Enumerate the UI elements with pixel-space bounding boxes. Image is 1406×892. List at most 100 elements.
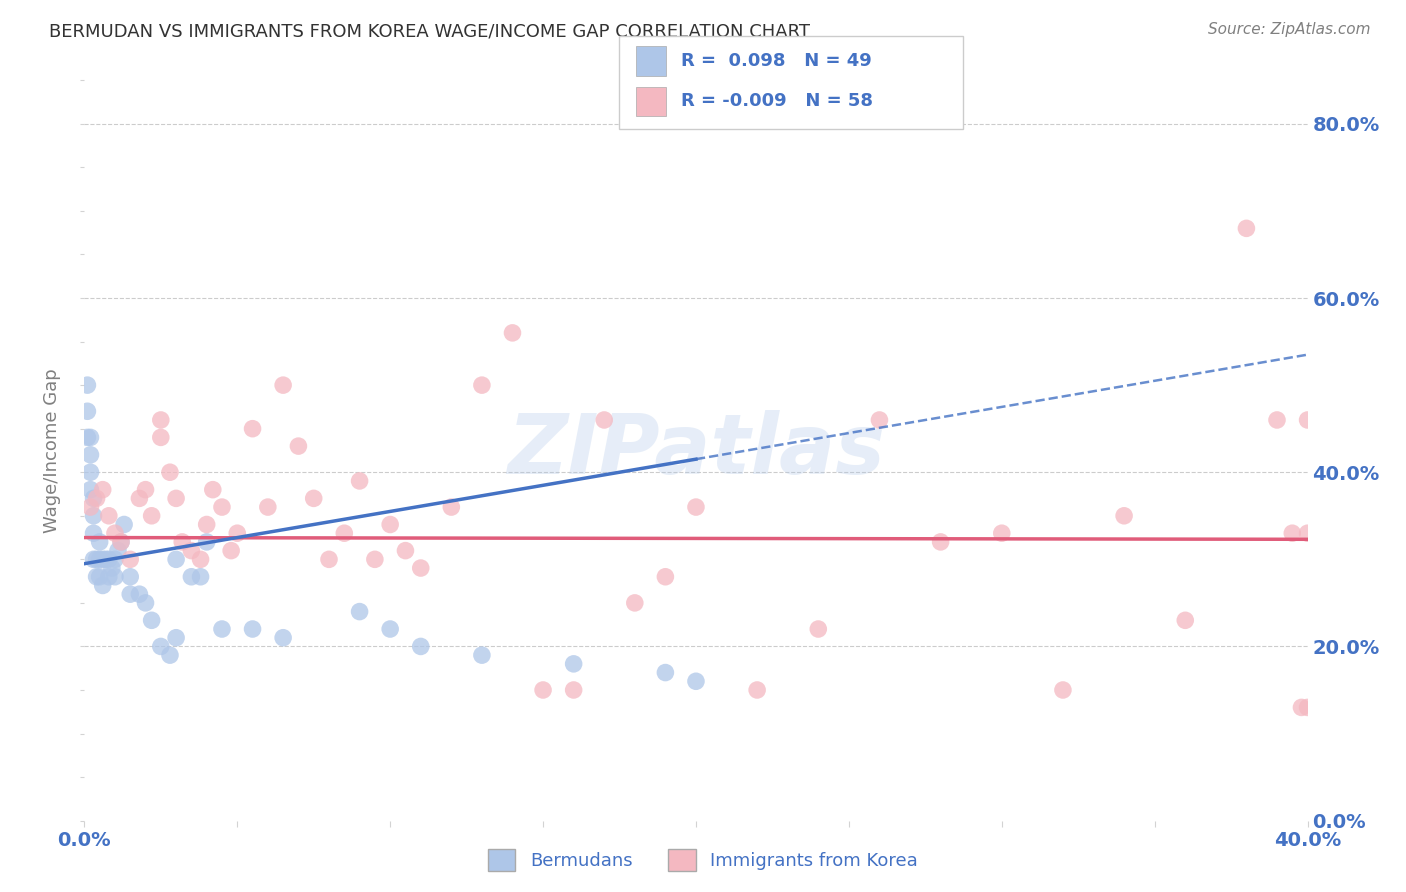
Point <box>1114 508 1136 523</box>
Point <box>79 483 101 497</box>
Point <box>380 622 402 636</box>
Point <box>190 552 212 566</box>
Point <box>380 517 402 532</box>
Point <box>531 683 554 698</box>
Point <box>349 605 371 619</box>
Text: Source: ZipAtlas.com: Source: ZipAtlas.com <box>1208 22 1371 37</box>
Point <box>869 413 891 427</box>
Point <box>128 491 150 506</box>
Point <box>149 413 172 427</box>
Point <box>593 413 616 427</box>
Point <box>97 552 120 566</box>
Point <box>89 535 111 549</box>
Point <box>86 552 108 566</box>
Point <box>83 552 105 566</box>
Point <box>685 674 707 689</box>
Point <box>333 526 356 541</box>
Point <box>141 613 163 627</box>
Point <box>991 526 1014 541</box>
Text: BERMUDAN VS IMMIGRANTS FROM KOREA WAGE/INCOME GAP CORRELATION CHART: BERMUDAN VS IMMIGRANTS FROM KOREA WAGE/I… <box>49 22 810 40</box>
Point <box>654 570 676 584</box>
Point <box>1296 413 1319 427</box>
Point <box>79 448 101 462</box>
Point <box>180 570 202 584</box>
Text: R =  0.098   N = 49: R = 0.098 N = 49 <box>681 52 872 70</box>
Point <box>654 665 676 680</box>
Point <box>94 552 117 566</box>
Point <box>172 535 194 549</box>
Point <box>211 622 233 636</box>
Point <box>409 561 432 575</box>
Point <box>1265 413 1288 427</box>
Point <box>79 430 101 444</box>
Point <box>120 587 142 601</box>
Point <box>364 552 387 566</box>
Point <box>1296 526 1319 541</box>
Point <box>318 552 340 566</box>
Point <box>83 526 105 541</box>
Point <box>79 500 101 514</box>
Point <box>89 570 111 584</box>
Point <box>110 535 132 549</box>
Point <box>287 439 309 453</box>
Point <box>624 596 647 610</box>
Point <box>135 483 157 497</box>
Point <box>104 526 127 541</box>
Point <box>242 622 264 636</box>
Point <box>562 683 585 698</box>
Point <box>195 535 218 549</box>
Point <box>104 570 127 584</box>
Point <box>83 491 105 506</box>
Point <box>165 552 187 566</box>
Point <box>91 552 114 566</box>
Point <box>83 508 105 523</box>
Point <box>112 517 135 532</box>
Point <box>120 570 142 584</box>
Point <box>201 483 224 497</box>
Point <box>1052 683 1074 698</box>
Point <box>271 378 294 392</box>
Point <box>190 570 212 584</box>
Point <box>180 543 202 558</box>
Point <box>302 491 325 506</box>
Point <box>79 465 101 479</box>
Point <box>807 622 830 636</box>
Point <box>159 648 181 662</box>
Point <box>107 543 129 558</box>
Point <box>76 404 98 418</box>
Point <box>91 578 114 592</box>
Point <box>128 587 150 601</box>
Point <box>86 570 108 584</box>
Point <box>97 508 120 523</box>
Point <box>242 422 264 436</box>
Point <box>1291 700 1313 714</box>
Point <box>195 517 218 532</box>
Point <box>394 543 416 558</box>
Point <box>1281 526 1303 541</box>
Point <box>271 631 294 645</box>
Point <box>159 465 181 479</box>
Point <box>141 508 163 523</box>
Point <box>409 640 432 654</box>
Y-axis label: Wage/Income Gap: Wage/Income Gap <box>44 368 62 533</box>
Point <box>211 500 233 514</box>
Point <box>747 683 769 698</box>
Point <box>165 631 187 645</box>
Point <box>1296 700 1319 714</box>
Point <box>76 430 98 444</box>
Point <box>1236 221 1258 235</box>
Text: ZIPatlas: ZIPatlas <box>508 410 884 491</box>
Point <box>219 543 242 558</box>
Point <box>929 535 952 549</box>
Text: R = -0.009   N = 58: R = -0.009 N = 58 <box>681 92 873 111</box>
Point <box>1174 613 1197 627</box>
Point <box>135 596 157 610</box>
Point <box>257 500 280 514</box>
Point <box>91 483 114 497</box>
Point <box>149 430 172 444</box>
Point <box>562 657 585 671</box>
Point <box>149 640 172 654</box>
Point <box>97 570 120 584</box>
Legend: Bermudans, Immigrants from Korea: Bermudans, Immigrants from Korea <box>481 842 925 879</box>
Point <box>120 552 142 566</box>
